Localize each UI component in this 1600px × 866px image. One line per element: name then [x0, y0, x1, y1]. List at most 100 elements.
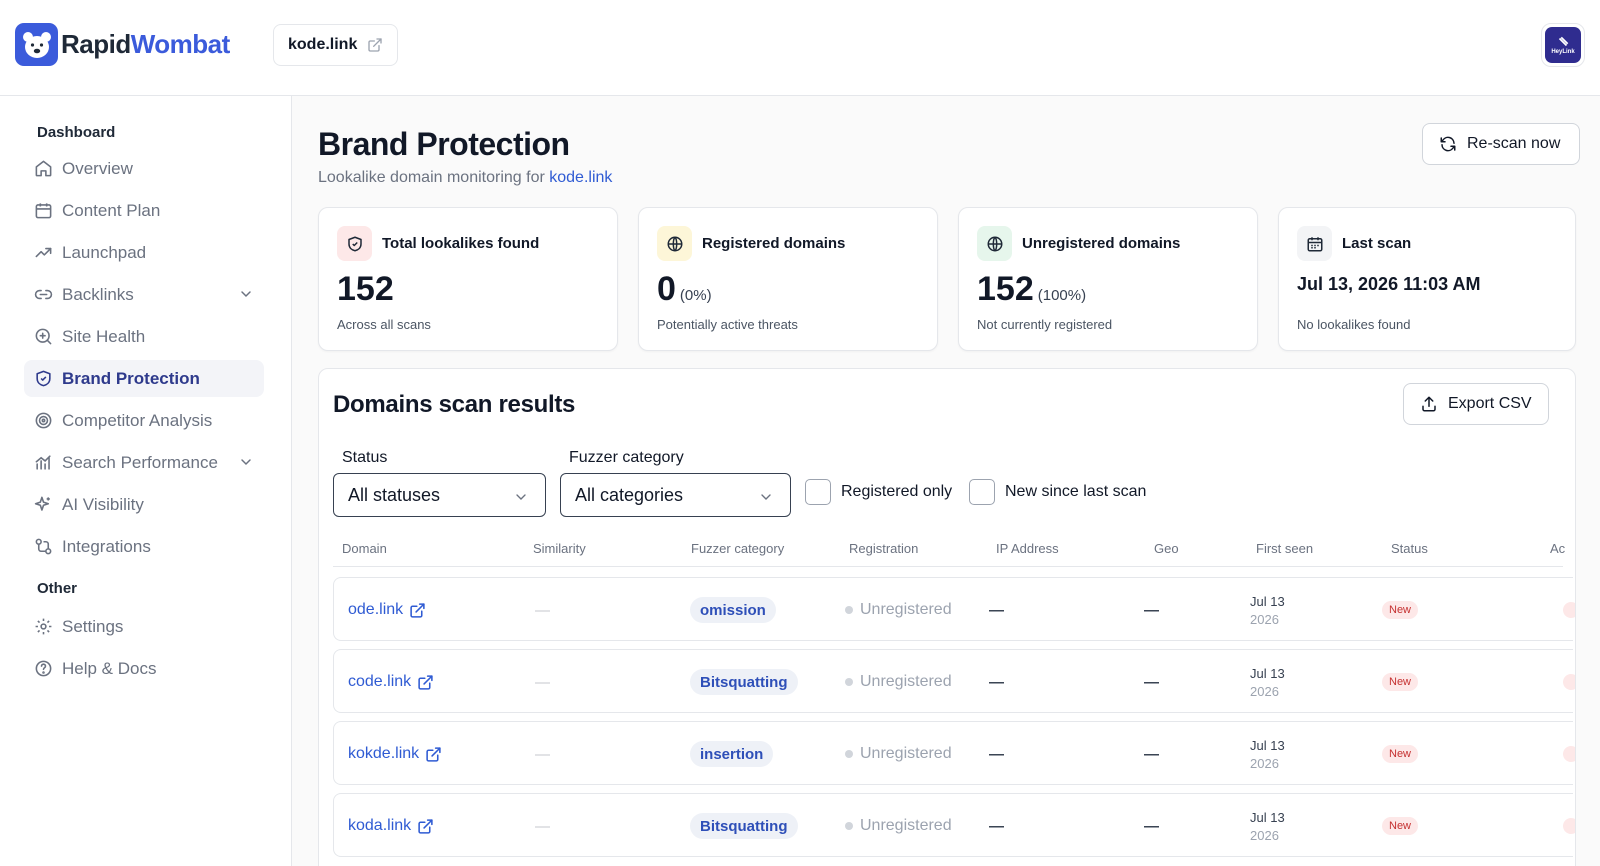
user-avatar[interactable]: HeyLink: [1541, 23, 1585, 67]
ip-value: —: [989, 673, 1004, 691]
category-cell: insertion: [690, 722, 774, 786]
sidebar-item-site-health[interactable]: Site Health: [24, 318, 264, 355]
external-link-icon: [367, 37, 383, 53]
shield-icon: [33, 369, 53, 389]
app-logo[interactable]: RapidWombat: [15, 23, 230, 66]
status-select[interactable]: All statuses: [333, 473, 546, 517]
category-pill: insertion: [690, 741, 774, 767]
ip-value: —: [989, 817, 1004, 835]
stat-title: Total lookalikes found: [382, 235, 540, 252]
table-row[interactable]: kokde.link — insertion Unregistered — — …: [333, 721, 1575, 786]
geo-value: —: [1144, 745, 1159, 763]
stat-note: Potentially active threats: [657, 317, 798, 332]
integrations-icon: [33, 537, 53, 557]
app-name: RapidWombat: [61, 29, 230, 59]
sidebar-heading-other: Other: [37, 580, 78, 597]
col-domain[interactable]: Domain: [342, 541, 387, 556]
status-filter-label: Status: [342, 449, 388, 466]
trending-up-icon: [33, 243, 53, 263]
gear-icon: [33, 617, 53, 637]
refresh-icon: [1439, 135, 1457, 153]
col-ip-address[interactable]: IP Address: [996, 541, 1059, 556]
category-cell: omission: [690, 578, 776, 642]
sidebar-item-ai-visibility[interactable]: AI Visibility: [24, 486, 264, 523]
first-seen: Jul 13 2026: [1250, 593, 1285, 627]
link-icon: [33, 285, 53, 305]
status-cell: New: [1382, 650, 1419, 714]
col-fuzzer-category[interactable]: Fuzzer category: [691, 541, 785, 556]
table-row[interactable]: code.link — Bitsquatting Unregistered — …: [333, 649, 1575, 714]
status-dot: [845, 606, 853, 614]
registered-only-checkbox[interactable]: Registered only: [805, 479, 952, 505]
new-since-last-scan-checkbox[interactable]: New since last scan: [969, 479, 1146, 505]
table-header: Domain Similarity Fuzzer category Regist…: [333, 537, 1566, 567]
checkbox-box[interactable]: [969, 479, 995, 505]
site-link[interactable]: kode.link: [549, 169, 613, 186]
search-health-icon: [33, 327, 53, 347]
sidebar-item-overview[interactable]: Overview: [24, 150, 264, 187]
category-pill: Bitsquatting: [690, 669, 798, 695]
geo-value: —: [1144, 673, 1159, 691]
domain-link[interactable]: ode.link: [348, 578, 426, 642]
category-filter-label: Fuzzer category: [569, 449, 684, 466]
export-csv-button[interactable]: Export CSV: [1403, 383, 1549, 425]
shield-icon: [337, 226, 372, 261]
stat-value: 152 (100%): [977, 270, 1087, 308]
sidebar-item-backlinks[interactable]: Backlinks: [24, 276, 264, 313]
sidebar: Dashboard Overview Content Plan Launchpa…: [0, 96, 292, 866]
status-badge: New: [1382, 817, 1419, 835]
status-cell: New: [1382, 722, 1419, 786]
sidebar-item-content-plan[interactable]: Content Plan: [24, 192, 264, 229]
external-link-icon: [425, 746, 442, 763]
first-seen: Jul 13 2026: [1250, 809, 1285, 843]
col-similarity[interactable]: Similarity: [533, 541, 586, 556]
row-action-button[interactable]: [1563, 746, 1575, 762]
row-action-button[interactable]: [1563, 674, 1575, 690]
sidebar-item-launchpad[interactable]: Launchpad: [24, 234, 264, 271]
col-first-seen[interactable]: First seen: [1256, 541, 1314, 556]
status-dot: [845, 822, 853, 830]
chevron-down-icon: [758, 489, 774, 505]
registration-status: Unregistered: [845, 722, 952, 786]
table-row[interactable]: koda.link — Bitsquatting Unregistered — …: [333, 793, 1575, 858]
globe-icon: [977, 226, 1012, 261]
similarity-value: —: [535, 601, 550, 619]
row-action-button[interactable]: [1563, 602, 1575, 618]
col-geo[interactable]: Geo: [1154, 541, 1179, 556]
status-cell: New: [1382, 578, 1419, 642]
domain-link[interactable]: koda.link: [348, 794, 434, 858]
scan-results-panel: Domains scan results Export CSV Status A…: [318, 368, 1576, 866]
calendar-icon: [1297, 226, 1332, 261]
stat-note: No lookalikes found: [1297, 317, 1411, 332]
stat-value: 0 (0%): [657, 270, 712, 308]
col-registration[interactable]: Registration: [849, 541, 919, 556]
site-name: kode.link: [288, 36, 358, 53]
status-badge: New: [1382, 745, 1419, 763]
col-status[interactable]: Status: [1391, 541, 1428, 556]
chevron-down-icon[interactable]: [238, 454, 254, 470]
sidebar-item-brand-protection[interactable]: Brand Protection: [24, 360, 264, 397]
col-actions[interactable]: Ac: [1550, 541, 1566, 556]
geo-value: —: [1144, 601, 1159, 619]
rescan-button[interactable]: Re-scan now: [1422, 123, 1580, 165]
sidebar-item-integrations[interactable]: Integrations: [24, 528, 264, 565]
calendar-icon: [33, 201, 53, 221]
sidebar-item-settings[interactable]: Settings: [24, 608, 264, 645]
checkbox-box[interactable]: [805, 479, 831, 505]
sidebar-item-competitor-analysis[interactable]: Competitor Analysis: [24, 402, 264, 439]
sidebar-item-search-performance[interactable]: Search Performance: [24, 444, 264, 481]
sidebar-item-help-docs[interactable]: Help & Docs: [24, 650, 264, 687]
similarity-value: —: [535, 745, 550, 763]
domain-link[interactable]: kokde.link: [348, 722, 442, 786]
row-action-button[interactable]: [1563, 818, 1575, 834]
table-row[interactable]: ode.link — omission Unregistered — — Jul…: [333, 577, 1575, 642]
domain-link[interactable]: code.link: [348, 650, 434, 714]
status-cell: New: [1382, 794, 1419, 858]
category-pill: omission: [690, 597, 776, 623]
category-select[interactable]: All categories: [560, 473, 791, 517]
chevron-down-icon[interactable]: [238, 286, 254, 302]
registration-status: Unregistered: [845, 650, 952, 714]
category-cell: Bitsquatting: [690, 650, 798, 714]
site-selector[interactable]: kode.link: [273, 24, 399, 66]
registration-status: Unregistered: [845, 794, 952, 858]
